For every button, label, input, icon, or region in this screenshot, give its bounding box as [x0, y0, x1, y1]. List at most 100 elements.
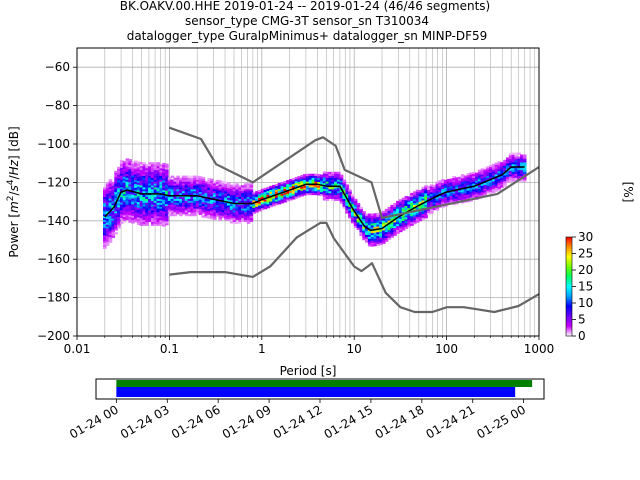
density-cell	[215, 183, 220, 186]
density-cell	[325, 181, 330, 184]
density-cell	[204, 192, 209, 196]
density-cell	[446, 182, 451, 186]
density-cell	[181, 181, 186, 184]
density-cell	[198, 201, 203, 204]
density-cell	[328, 171, 333, 174]
density-cell	[136, 219, 141, 222]
density-cell	[162, 222, 166, 225]
density-cell	[438, 182, 442, 185]
density-cell	[108, 196, 113, 199]
density-cell	[207, 203, 211, 206]
density-cell	[280, 201, 285, 204]
density-cell	[241, 208, 245, 211]
density-cell	[393, 231, 397, 234]
density-cell	[474, 193, 479, 197]
density-cell	[134, 206, 138, 209]
density-cell	[243, 214, 248, 217]
coverage-tick-label: 01-24 15	[322, 402, 376, 441]
density-cell	[134, 189, 138, 192]
density-cell	[272, 184, 276, 188]
density-cell	[407, 221, 411, 224]
density-cell	[497, 161, 502, 164]
density-cell	[398, 220, 403, 223]
density-cell	[207, 216, 211, 219]
probability-density-cells	[103, 152, 527, 249]
density-cell	[311, 185, 316, 188]
density-cell	[184, 179, 189, 182]
density-cell	[396, 200, 400, 204]
density-cell	[139, 198, 144, 201]
density-cell	[401, 226, 406, 229]
density-cell	[173, 206, 178, 209]
density-cell	[145, 173, 149, 176]
density-cell	[103, 200, 107, 203]
density-cell	[139, 187, 144, 190]
density-cell	[134, 170, 138, 173]
density-cell	[181, 198, 186, 201]
density-cell	[165, 203, 169, 207]
density-cell	[489, 189, 493, 193]
density-cell	[418, 217, 423, 220]
density-cell	[128, 218, 132, 221]
density-cell	[136, 163, 141, 166]
density-cell	[153, 185, 158, 188]
density-cell	[159, 210, 163, 213]
density-cell	[288, 190, 293, 193]
density-cell	[339, 184, 344, 187]
density-cell	[455, 186, 459, 190]
density-cell	[187, 204, 192, 207]
density-cell	[342, 191, 347, 194]
density-cell	[410, 200, 414, 203]
density-cell	[122, 203, 127, 206]
density-cell	[331, 191, 335, 194]
density-cell	[517, 175, 521, 178]
density-cell	[105, 239, 110, 243]
density-cell	[150, 219, 155, 222]
density-cell	[370, 230, 375, 234]
density-cell	[455, 196, 459, 199]
density-cell	[412, 216, 417, 219]
density-cell	[162, 218, 166, 221]
density-cell	[463, 192, 468, 196]
density-cell	[246, 212, 251, 215]
density-cell	[226, 189, 231, 193]
density-cell	[263, 201, 268, 204]
density-cell	[162, 212, 166, 216]
density-cell	[477, 177, 482, 180]
density-cell	[184, 187, 189, 190]
density-cell	[311, 192, 316, 196]
density-cell	[235, 212, 240, 215]
density-cell	[128, 205, 132, 208]
density-cell	[303, 191, 307, 194]
density-cell	[379, 219, 383, 223]
density-cell	[286, 193, 290, 196]
density-cell	[187, 181, 192, 184]
density-cell	[384, 239, 389, 242]
density-cell	[356, 208, 361, 211]
density-cell	[249, 187, 254, 190]
density-cell	[238, 214, 242, 217]
density-cell	[345, 211, 349, 214]
density-cell	[379, 243, 383, 246]
density-cell	[317, 177, 321, 181]
density-cell	[319, 193, 324, 197]
density-cell	[114, 188, 118, 191]
density-cell	[103, 223, 107, 226]
mode-line	[104, 166, 525, 232]
density-cell	[150, 210, 155, 213]
density-cell	[210, 186, 214, 189]
density-cell	[483, 174, 488, 178]
density-cell	[176, 187, 180, 190]
density-cell	[131, 204, 135, 207]
density-cell	[460, 185, 465, 188]
density-cell	[407, 223, 411, 226]
density-cell	[136, 199, 141, 203]
density-cell	[111, 214, 116, 217]
density-cell	[128, 164, 132, 168]
density-cell	[210, 188, 214, 191]
density-cell	[421, 186, 426, 190]
density-cell	[179, 185, 183, 188]
density-cell	[165, 221, 169, 224]
density-cell	[201, 198, 206, 201]
